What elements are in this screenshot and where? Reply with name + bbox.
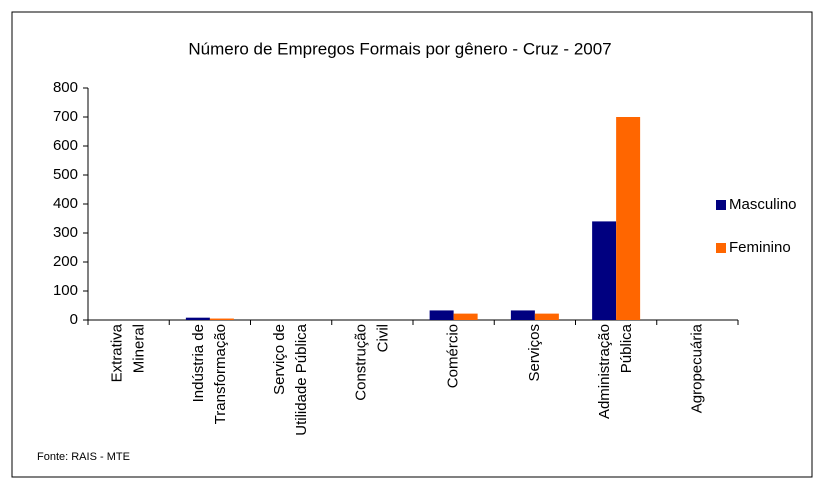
bar: [616, 117, 641, 320]
x-tick-label: Administração: [596, 324, 613, 419]
legend-swatch: [716, 243, 726, 253]
y-tick-label: 100: [53, 282, 78, 299]
x-tick-label: Agropecuária: [688, 323, 705, 413]
x-tick-label: Transformação: [212, 324, 229, 424]
legend-swatch: [716, 200, 726, 210]
y-tick-label: 400: [53, 195, 78, 212]
bar: [592, 221, 617, 320]
x-tick-label: Utilidade Pública: [293, 323, 310, 435]
legend-label: Masculino: [729, 196, 797, 213]
bar: [453, 313, 478, 320]
bar: [510, 310, 535, 320]
x-tick-label: Indústria de: [190, 324, 207, 402]
x-tick-label: Serviços: [526, 324, 543, 382]
x-tick-label: Comércio: [445, 324, 462, 388]
x-tick-label: Civil: [374, 324, 391, 352]
y-tick-label: 600: [53, 137, 78, 154]
x-tick-label: Pública: [618, 323, 635, 373]
source-note: Fonte: RAIS - MTE: [37, 451, 130, 463]
x-tick-label: Serviço de: [271, 324, 288, 395]
x-tick-label: Construção: [352, 324, 369, 401]
y-tick-label: 700: [53, 108, 78, 125]
bar: [534, 313, 559, 320]
x-tick-label: Extrativa: [109, 323, 126, 382]
legend-label: Feminino: [729, 239, 791, 256]
bar: [429, 310, 454, 320]
y-tick-label: 500: [53, 166, 78, 183]
y-tick-label: 0: [70, 311, 78, 328]
y-tick-label: 200: [53, 253, 78, 270]
chart-border: [11, 11, 813, 478]
bar: [185, 317, 210, 320]
chart-title: Número de Empregos Formais por gênero - …: [188, 39, 611, 58]
y-tick-label: 800: [53, 79, 78, 96]
x-tick-label: Mineral: [131, 324, 148, 373]
y-tick-label: 300: [53, 224, 78, 241]
bar: [209, 318, 234, 320]
